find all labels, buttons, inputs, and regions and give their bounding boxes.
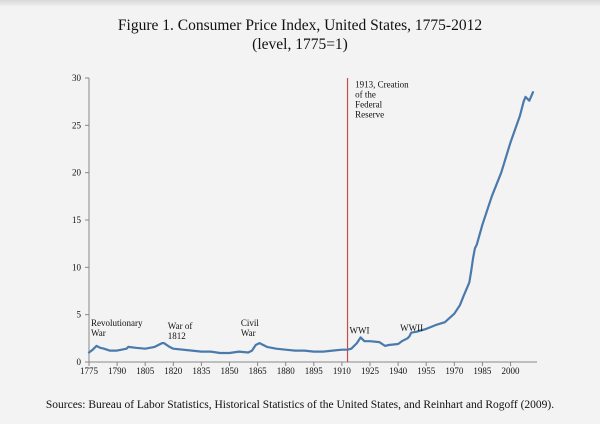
x-tick-label: 1910 (333, 366, 352, 376)
y-tick-label: 20 (72, 168, 82, 178)
annotation-line: Revolutionary (91, 318, 143, 328)
annotation-label: War of 1812 (168, 321, 193, 341)
annotation-label: WWII (400, 323, 423, 333)
x-tick-label: 1805 (136, 366, 155, 376)
annotation-line: War (241, 328, 256, 338)
x-tick-label: 1940 (389, 366, 408, 376)
x-tick-label: 1985 (473, 366, 492, 376)
annotation-line: Civil (241, 318, 260, 328)
y-tick-label: 0 (77, 357, 82, 367)
annotation-label: Civil War (241, 318, 260, 338)
x-tick-label: 1775 (80, 366, 99, 376)
y-tick-label: 10 (72, 262, 82, 272)
chart-title: Figure 1. Consumer Price Index, United S… (117, 17, 483, 34)
annotation-label: WWI (350, 326, 370, 336)
y-tick-label: 5 (77, 310, 82, 320)
x-tick-label: 1850 (221, 366, 240, 376)
x-tick-label: 1835 (192, 366, 211, 376)
x-tick-label: 2000 (502, 366, 521, 376)
y-tick-label: 15 (72, 215, 82, 225)
annotation-line: WWII (400, 323, 423, 333)
annotation-line: Reserve (355, 109, 384, 119)
annotation-label: 1913, Creation of the Federal Reserve (355, 79, 409, 119)
annotation-line: War (91, 328, 106, 338)
sources-note: Sources: Bureau of Labor Statistics, His… (45, 399, 555, 411)
annotation-label: Revolutionary War (91, 318, 143, 338)
x-tick-label: 1925 (361, 366, 380, 376)
chart-title-block: Figure 1. Consumer Price Index, United S… (0, 16, 600, 54)
series-group (87, 91, 535, 355)
x-tick-label: 1955 (417, 366, 436, 376)
annotation-line: Federal (355, 99, 382, 109)
x-tick-label: 1865 (249, 366, 268, 376)
annotation-line: of the (355, 89, 376, 99)
y-tick-label: 30 (72, 73, 82, 83)
x-tick-label: 1970 (445, 366, 464, 376)
x-tick-label: 1880 (277, 366, 296, 376)
chart-subtitle: (level, 1775=1) (252, 36, 348, 53)
annotation-line: 1913, Creation (355, 79, 409, 89)
axes: 0 5 10 15 20 25 30 1775 1790 1805 1820 1835 1850 1865… (72, 73, 537, 376)
x-tick-label: 1790 (108, 366, 127, 376)
x-tick-label: 1820 (164, 366, 183, 376)
annotation-line: WWI (350, 326, 370, 336)
cpi-series-line (87, 91, 535, 355)
x-tick-label: 1895 (305, 366, 324, 376)
top-border (0, 0, 600, 6)
annotation-line: 1812 (168, 331, 186, 341)
y-tick-label: 25 (72, 120, 82, 130)
annotation-line: War of (168, 321, 193, 331)
